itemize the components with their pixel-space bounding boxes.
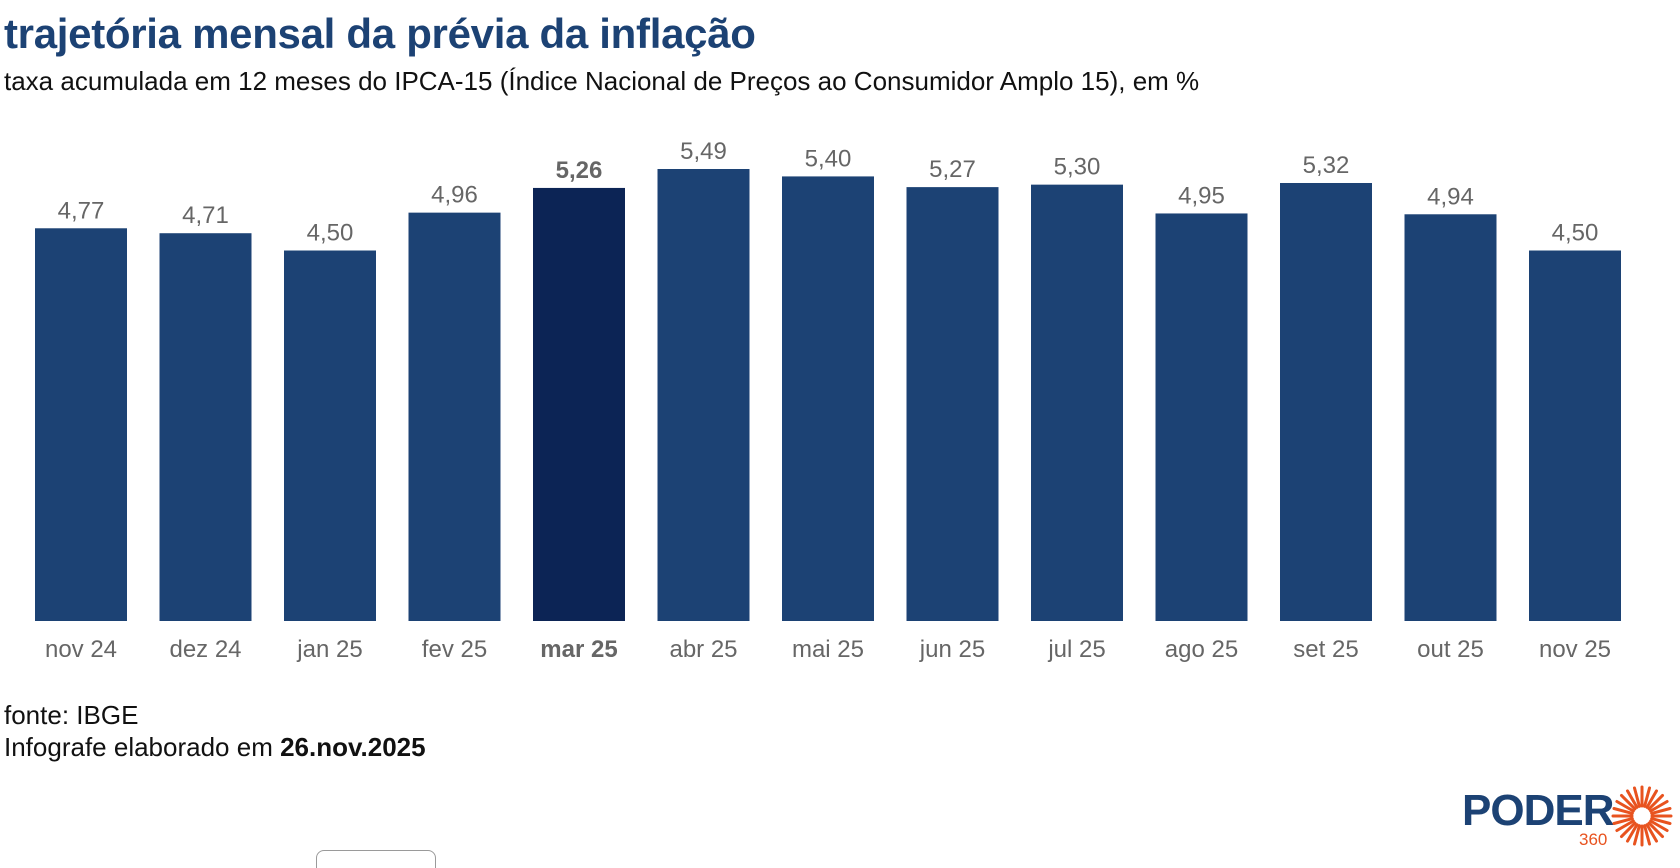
category-label: mai 25 bbox=[792, 636, 864, 663]
logo-number: 360 bbox=[1579, 830, 1608, 849]
bar-out-25 bbox=[1404, 214, 1497, 621]
logo-wordmark: PODER bbox=[1462, 786, 1614, 835]
value-label: 4,95 bbox=[1178, 182, 1225, 209]
category-label: nov 24 bbox=[45, 636, 117, 663]
bar-nov-25 bbox=[1529, 250, 1621, 622]
value-label: 4,50 bbox=[307, 220, 354, 247]
value-label: 5,26 bbox=[556, 157, 603, 184]
category-label: mar 25 bbox=[540, 636, 617, 663]
value-label: 4,71 bbox=[182, 202, 229, 229]
poder360-logo: PODER 360 bbox=[1462, 782, 1677, 858]
credit-date: 26.nov.2025 bbox=[280, 732, 426, 762]
category-label: jun 25 bbox=[919, 636, 985, 663]
category-label: jan 25 bbox=[296, 636, 362, 663]
bar-mai-25 bbox=[782, 176, 874, 621]
category-label: out 25 bbox=[1417, 636, 1484, 663]
value-label: 5,27 bbox=[929, 156, 976, 183]
bar-abr-25 bbox=[657, 169, 750, 621]
bar-jul-25 bbox=[1031, 184, 1123, 621]
value-label: 5,49 bbox=[680, 138, 727, 165]
source-note: fonte: IBGE bbox=[4, 700, 139, 730]
category-label: jul 25 bbox=[1047, 636, 1105, 663]
value-label: 4,96 bbox=[431, 182, 478, 209]
category-label: set 25 bbox=[1293, 636, 1358, 663]
value-label: 4,94 bbox=[1427, 183, 1474, 210]
bar-jun-25 bbox=[906, 187, 999, 622]
bar-jan-25 bbox=[284, 250, 376, 622]
value-label: 5,40 bbox=[805, 145, 852, 172]
bar-set-25 bbox=[1280, 182, 1372, 622]
bar-mar-25 bbox=[533, 187, 625, 621]
category-label: abr 25 bbox=[669, 636, 737, 663]
value-label: 5,30 bbox=[1054, 154, 1101, 181]
category-label: nov 25 bbox=[1539, 636, 1611, 663]
category-label: fev 25 bbox=[422, 636, 487, 663]
credit-note: Infografe elaborado em 26.nov.2025 bbox=[4, 732, 426, 763]
category-label: dez 24 bbox=[169, 636, 241, 663]
value-label: 4,50 bbox=[1552, 220, 1599, 247]
credit-prefix: Infografe elaborado em bbox=[4, 732, 281, 762]
bar-nov-24 bbox=[35, 228, 127, 621]
sunburst-icon bbox=[1611, 785, 1673, 847]
bottom-tab-handle[interactable] bbox=[316, 850, 436, 868]
bar-chart: 4,77 nov 24 4,71 dez 24 4,50 jan 25 4,96 fev 25… bbox=[35, 138, 1621, 663]
chart-subtitle: taxa acumulada em 12 meses do IPCA-15 (Í… bbox=[4, 66, 1200, 96]
value-label: 4,77 bbox=[58, 197, 105, 224]
chart-title: trajetória mensal da prévia da inflação bbox=[4, 10, 756, 57]
category-label: ago 25 bbox=[1165, 636, 1238, 663]
bar-fev-25 bbox=[408, 212, 501, 622]
value-label: 5,32 bbox=[1303, 152, 1350, 179]
bar-dez-24 bbox=[159, 233, 252, 622]
bar-ago-25 bbox=[1155, 213, 1248, 621]
